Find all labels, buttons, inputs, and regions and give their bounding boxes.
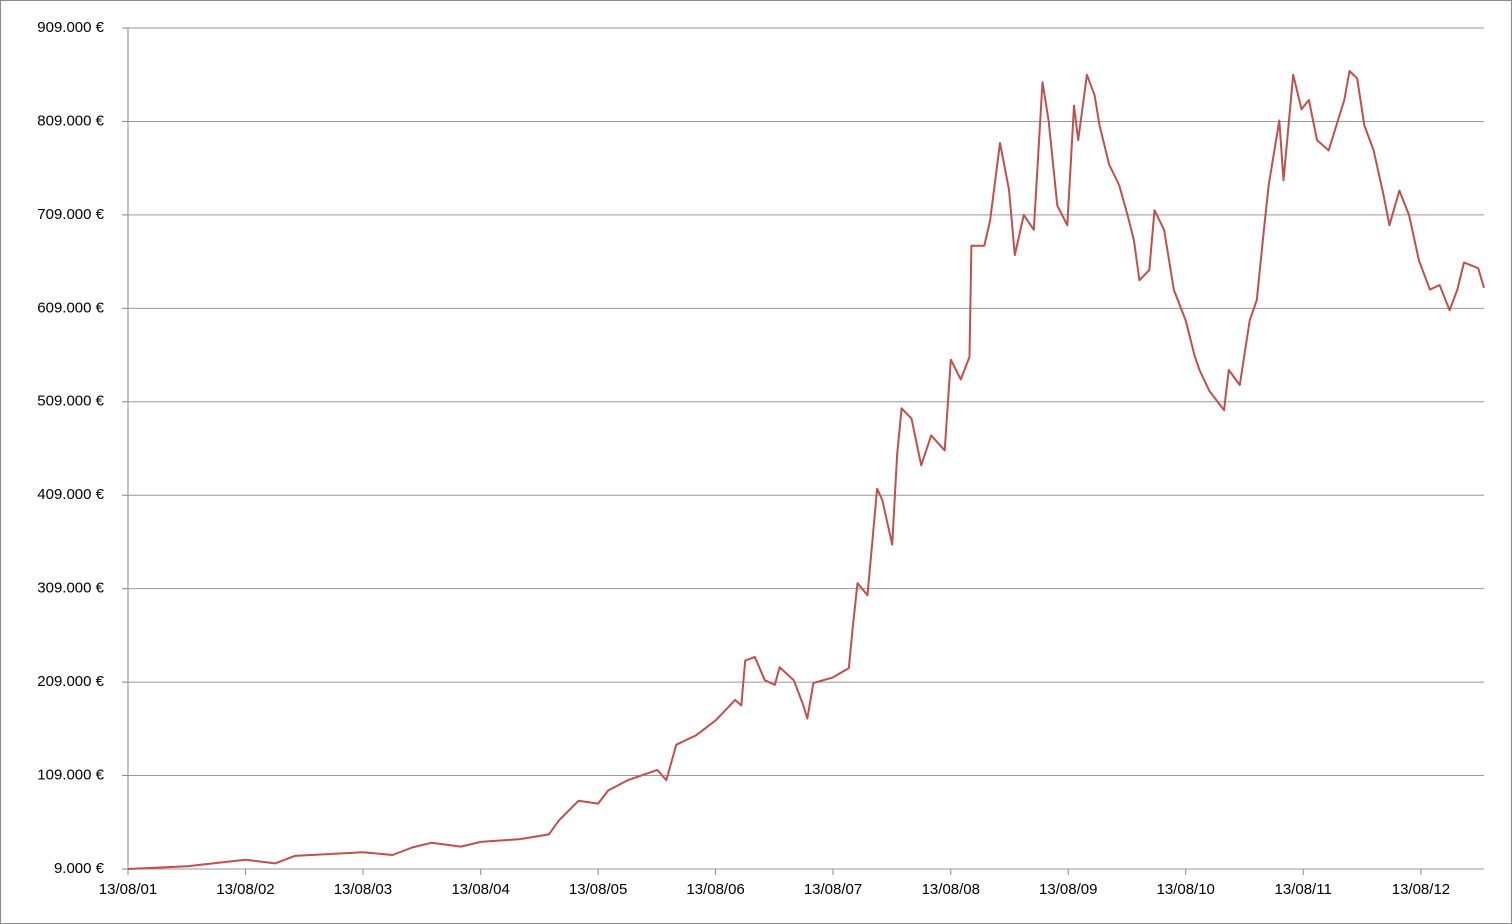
y-tick-label: 509.000 € [37, 393, 104, 410]
x-tick-label: 13/08/02 [216, 881, 274, 898]
data-line [127, 70, 1485, 870]
x-tick-label: 13/08/03 [334, 881, 392, 898]
x-tick-label: 13/08/12 [1392, 881, 1450, 898]
y-tick-label: 809.000 € [37, 112, 104, 129]
y-tick-label: 709.000 € [37, 206, 104, 223]
y-tick-label: 209.000 € [37, 673, 104, 690]
x-tick-label: 13/08/04 [451, 881, 509, 898]
x-tick-label: 13/08/07 [804, 881, 862, 898]
x-tick-label: 13/08/08 [922, 881, 980, 898]
y-tick-label: 409.000 € [37, 486, 104, 503]
y-tick-label: 9.000 € [54, 860, 105, 877]
x-tick-label: 13/08/10 [1157, 881, 1215, 898]
x-tick-label: 13/08/11 [1275, 881, 1332, 898]
x-tick-label: 13/08/01 [99, 881, 157, 898]
x-tick-label: 13/08/09 [1039, 881, 1097, 898]
x-tick-label: 13/08/06 [686, 881, 744, 898]
x-tick-label: 13/08/05 [569, 881, 627, 898]
y-tick-label: 909.000 € [37, 19, 104, 36]
y-tick-label: 109.000 € [37, 767, 104, 784]
y-tick-label: 609.000 € [37, 299, 104, 316]
y-tick-label: 309.000 € [37, 580, 104, 597]
